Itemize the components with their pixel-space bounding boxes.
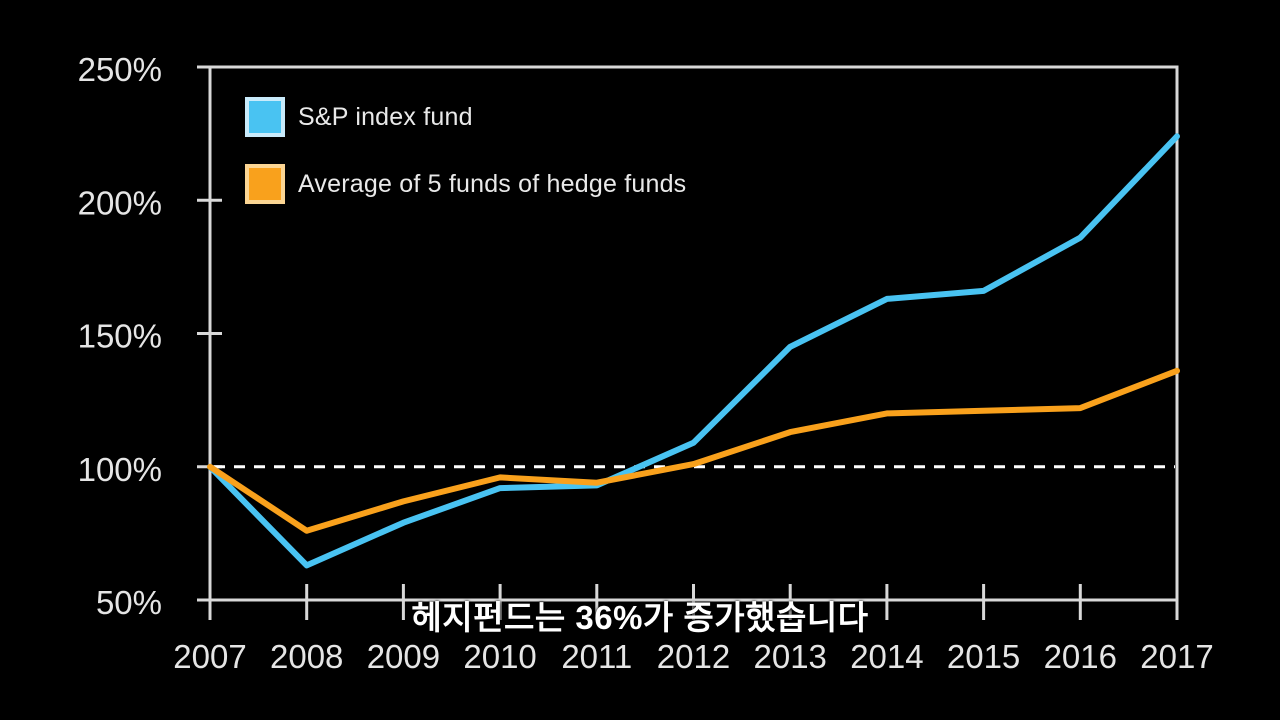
legend: S&P index fund Average of 5 funds of hed… — [245, 97, 686, 231]
x-axis-tick-label: 2014 — [850, 638, 923, 675]
legend-swatch-sp-index-fund — [245, 97, 285, 137]
y-axis-tick-label: 150% — [78, 318, 162, 355]
x-axis-tick-label: 2007 — [173, 638, 246, 675]
y-axis-tick-label: 50% — [96, 584, 162, 621]
x-axis-tick-label: 2009 — [367, 638, 440, 675]
x-axis-tick-label: 2016 — [1044, 638, 1117, 675]
legend-item-hedge-funds: Average of 5 funds of hedge funds — [245, 164, 686, 204]
x-axis-tick-label: 2012 — [657, 638, 730, 675]
x-axis-tick-label: 2015 — [947, 638, 1020, 675]
x-axis-tick-label: 2013 — [753, 638, 826, 675]
y-axis-tick-label: 250% — [78, 51, 162, 88]
x-axis-tick-label: 2017 — [1140, 638, 1213, 675]
legend-label-hedge-funds: Average of 5 funds of hedge funds — [298, 169, 687, 198]
legend-item-sp-index-fund: S&P index fund — [245, 97, 686, 137]
x-axis-tick-label: 2008 — [270, 638, 343, 675]
legend-swatch-hedge-funds — [245, 164, 285, 204]
plot-border — [208, 65, 1179, 602]
x-axis-tick-label: 2010 — [463, 638, 536, 675]
legend-label-sp-index-fund: S&P index fund — [298, 102, 473, 131]
series-line-average-of-5-funds-of-hedge-funds — [207, 367, 1180, 534]
y-axis-tick-label: 200% — [78, 184, 162, 221]
subtitle-caption: 헤지펀드는 36%가 증가했습니다 — [411, 599, 869, 636]
y-axis-tick-label: 100% — [78, 451, 162, 488]
x-axis-tick-label: 2011 — [561, 638, 632, 675]
series-line-s-p-index-fund — [207, 133, 1180, 569]
